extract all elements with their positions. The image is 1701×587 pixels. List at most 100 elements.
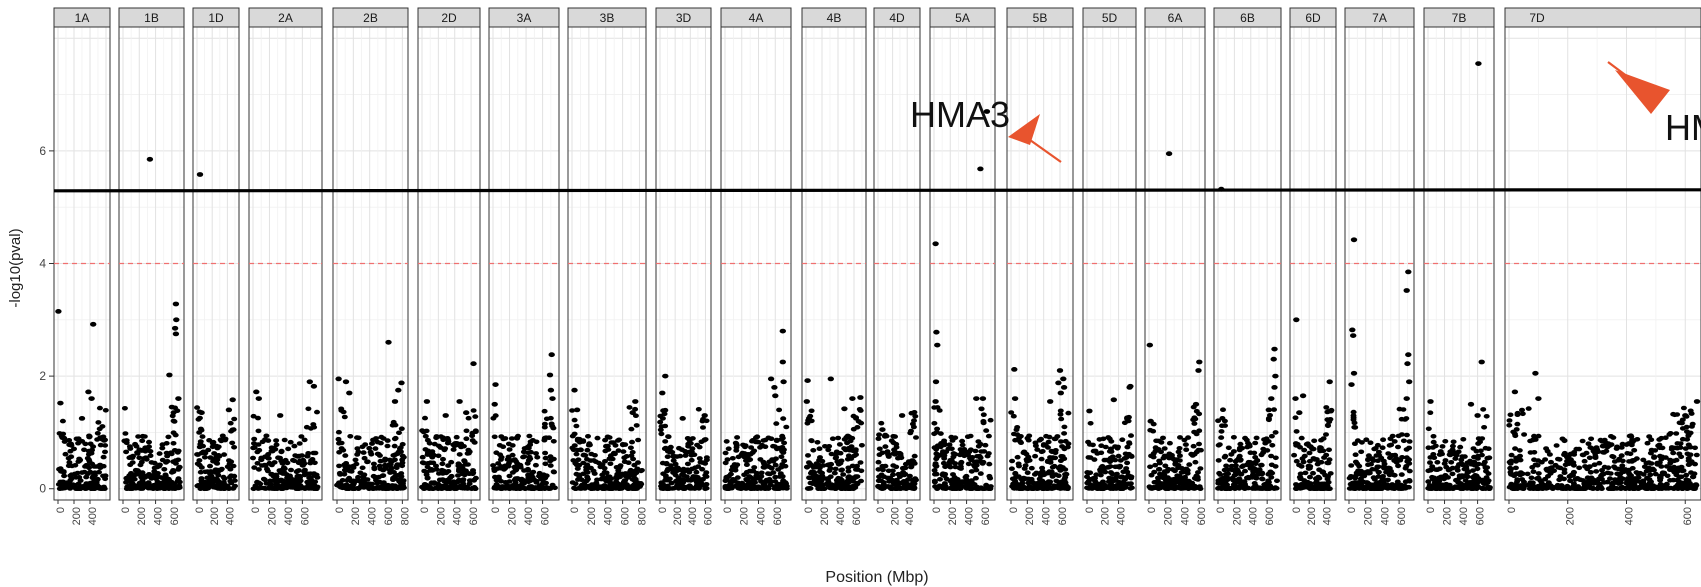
snp-point: [175, 476, 182, 481]
snp-point: [384, 443, 391, 449]
snp-point: [356, 478, 363, 484]
snp-point: [1316, 475, 1323, 481]
snp-point: [1439, 444, 1446, 449]
snp-point: [773, 421, 780, 426]
snp-point: [396, 430, 402, 436]
x-tick-label: 400: [755, 507, 767, 525]
snp-point: [373, 486, 380, 491]
snp-point: [355, 449, 362, 455]
snp-point: [390, 453, 397, 458]
snp-point: [898, 486, 905, 491]
snp-point: [569, 408, 576, 413]
snp-point: [1398, 432, 1405, 437]
snp-point: [154, 464, 161, 470]
snp-point: [971, 482, 978, 487]
snp-point: [1186, 462, 1193, 467]
snp-point: [779, 481, 786, 486]
snp-point: [1483, 475, 1490, 480]
snp-point: [1269, 443, 1276, 448]
snp-point: [195, 483, 202, 488]
snp-point: [195, 417, 202, 422]
snp-peak-point: [1350, 237, 1358, 243]
snp-point: [58, 469, 64, 474]
snp-point: [1016, 463, 1022, 469]
snp-point: [986, 473, 993, 479]
snp-point: [1453, 451, 1460, 457]
snp-point: [1406, 457, 1412, 462]
snp-point: [694, 442, 701, 448]
snp-point: [838, 467, 845, 473]
snp-point: [1425, 468, 1432, 474]
snp-point: [587, 465, 594, 471]
x-tick-label: 200: [672, 507, 684, 525]
snp-point: [311, 471, 317, 476]
snp-point: [1293, 458, 1300, 464]
x-tick-label: 200: [350, 507, 362, 525]
snp-point: [465, 447, 472, 453]
snp-point: [816, 457, 823, 463]
snp-point: [262, 463, 269, 469]
snp-point: [573, 423, 580, 429]
snp-peak-point: [977, 166, 984, 172]
snp-peak-point: [1126, 385, 1133, 390]
snp-point: [541, 408, 548, 414]
snp-point: [626, 405, 633, 410]
snp-point: [821, 486, 827, 492]
snp-point: [735, 454, 742, 460]
snp-point: [1024, 470, 1031, 476]
snp-point: [876, 446, 883, 452]
snp-point: [949, 459, 956, 465]
snp-point: [206, 475, 213, 481]
snp-point: [1302, 470, 1309, 476]
x-tick-label: 400: [1379, 507, 1391, 525]
snp-point: [607, 453, 614, 458]
snp-point: [587, 458, 594, 463]
snp-point: [1393, 484, 1400, 489]
snp-point: [60, 431, 67, 437]
snp-peak-point: [1265, 407, 1273, 413]
x-tick-label: 200: [1363, 507, 1375, 525]
snp-peak-point: [1350, 333, 1357, 338]
panel-strip: [655, 7, 712, 28]
x-tick-label: 400: [1041, 507, 1053, 525]
snp-peak-point: [335, 376, 342, 382]
snp-point: [1369, 467, 1376, 472]
snp-point: [931, 445, 938, 450]
snp-peak-point: [90, 321, 97, 327]
snp-point: [585, 434, 591, 439]
snp-point: [341, 414, 348, 420]
snp-peak-point: [1196, 359, 1203, 365]
x-tick-label: 0: [722, 507, 734, 513]
snp-point: [448, 459, 455, 465]
snp-peak-point: [1427, 399, 1434, 404]
snp-point: [83, 481, 90, 486]
snp-point: [1162, 463, 1169, 469]
snp-point: [772, 474, 779, 480]
snp-point: [278, 486, 285, 492]
snp-point: [963, 449, 970, 455]
snp-peak-point: [973, 396, 980, 401]
snp-peak-point: [933, 329, 940, 335]
snp-point: [1312, 486, 1319, 492]
snp-peak-point: [470, 361, 477, 367]
snp-point: [1128, 453, 1135, 459]
snp-point: [547, 463, 554, 468]
snp-point: [1528, 475, 1535, 481]
snp-point: [697, 459, 704, 465]
snp-point: [1166, 440, 1173, 446]
snp-point: [737, 486, 744, 491]
snp-point: [347, 468, 354, 474]
snp-point: [683, 450, 690, 455]
snp-peak-point: [1349, 327, 1356, 333]
snp-point: [909, 477, 916, 483]
snp-point: [423, 428, 430, 434]
snp-peak-point: [909, 458, 916, 463]
snp-point: [1094, 451, 1101, 456]
panel-strip: [873, 7, 921, 28]
snp-point: [1351, 420, 1358, 426]
snp-point: [742, 443, 749, 448]
snp-point: [1481, 425, 1488, 430]
snp-point: [76, 458, 83, 464]
snp-point: [1486, 455, 1493, 461]
x-tick-label: 400: [603, 507, 615, 525]
